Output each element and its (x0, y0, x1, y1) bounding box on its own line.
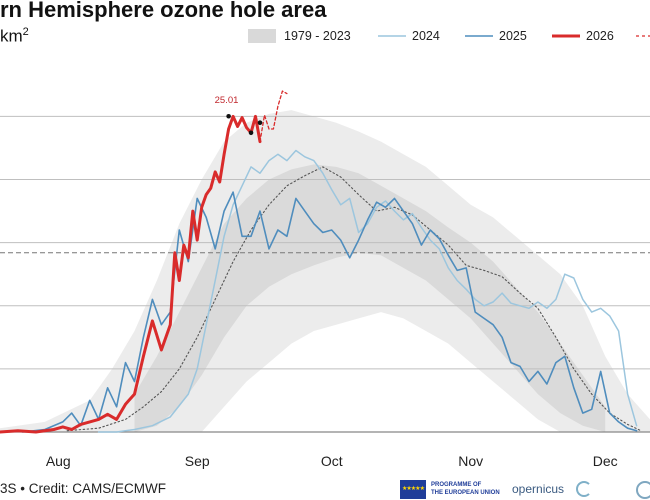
x-tick-label: Aug (46, 453, 71, 469)
logo-strip: ★★★★★ PROGRAMME OF THE EUROPEAN UNION op… (400, 480, 650, 500)
max-marker-dot (248, 130, 254, 136)
ecmwf-logo-icon (636, 481, 650, 499)
credit-text: 3S • Credit: CAMS/ECMWF (0, 481, 166, 496)
x-tick-label: Nov (458, 453, 483, 469)
legend-label-2026: 2026 (586, 29, 614, 43)
x-tick-label: Oct (321, 453, 343, 469)
series-2025-line (21, 191, 638, 433)
max-annotation: 25.01 (215, 95, 239, 106)
cams-logo-icon (576, 481, 592, 497)
legend-label-2024: 2024 (412, 29, 440, 43)
series-mean-line (66, 166, 642, 432)
x-tick-label: Dec (593, 453, 618, 469)
legend: 1979 - 2023 2024 2025 2026 (248, 29, 650, 43)
legend-swatch-band (248, 29, 276, 43)
series-2026-forecast-line (259, 90, 288, 143)
series-2026-line (0, 114, 262, 434)
copernicus-logo: opernicus (512, 482, 565, 496)
x-tick-label: Sep (185, 453, 210, 469)
legend-label-2025: 2025 (499, 29, 527, 43)
programme-logo-text: PROGRAMME OF THE EUROPEAN UNION (431, 482, 500, 496)
chart-title: rn Hemisphere ozone hole area (0, 0, 327, 22)
max-marker-dot (257, 120, 263, 125)
legend-label-band: 1979 - 2023 (284, 29, 351, 43)
unit-label: km2 (0, 26, 29, 46)
eu-flag-logo: ★★★★★ (400, 480, 426, 499)
max-marker-dot (226, 113, 231, 119)
series-2024-line (97, 149, 638, 433)
